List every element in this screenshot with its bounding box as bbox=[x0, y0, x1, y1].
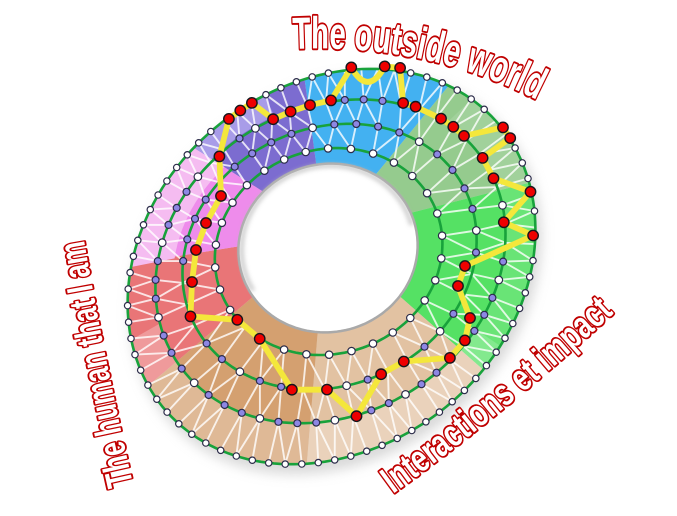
svg-text:T: T bbox=[292, 9, 311, 59]
svg-text:e: e bbox=[329, 9, 347, 59]
svg-text:I: I bbox=[58, 282, 100, 297]
svg-text:h: h bbox=[311, 9, 329, 59]
